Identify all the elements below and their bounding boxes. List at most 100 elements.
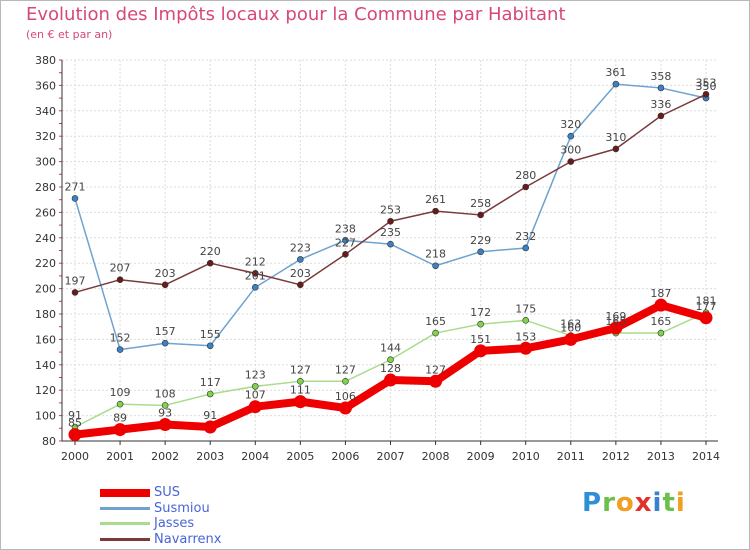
data-label: 212 bbox=[245, 255, 266, 268]
data-label: 155 bbox=[200, 328, 221, 341]
y-tick-label: 100 bbox=[35, 410, 56, 423]
data-point bbox=[71, 289, 79, 296]
data-label: 207 bbox=[110, 262, 131, 275]
logo-letter: r bbox=[602, 488, 616, 518]
x-tick-label: 2001 bbox=[106, 450, 134, 463]
chart-subtitle: (en € et par an) bbox=[26, 28, 113, 41]
data-point bbox=[116, 400, 124, 408]
y-tick-label: 340 bbox=[35, 105, 56, 118]
legend-item-navarrenx: Navarrenx bbox=[100, 532, 300, 548]
data-point bbox=[206, 259, 214, 267]
data-label: 300 bbox=[560, 144, 581, 157]
data-point bbox=[612, 80, 620, 88]
legend: SUS Susmiou Jasses Navarrenx bbox=[100, 485, 300, 547]
data-point bbox=[342, 237, 349, 244]
y-tick-label: 180 bbox=[35, 308, 56, 321]
data-labels-layer: 85 89 93 91 107 111 106 128 127 151 153 160 169 187 17… bbox=[65, 66, 717, 430]
series-navarrenx bbox=[71, 90, 710, 296]
data-label: 153 bbox=[515, 330, 536, 343]
legend-swatch bbox=[100, 489, 150, 497]
y-tick-label: 140 bbox=[35, 359, 56, 372]
data-label: 203 bbox=[155, 267, 176, 280]
series-susmiou bbox=[71, 80, 710, 353]
x-tick-label: 2003 bbox=[196, 450, 224, 463]
data-label: 165 bbox=[425, 315, 446, 328]
y-tick-label: 200 bbox=[35, 283, 56, 296]
legend-label: Jasses bbox=[154, 516, 195, 531]
legend-swatch bbox=[100, 506, 150, 510]
data-point bbox=[432, 329, 439, 337]
legend-label: Navarrenx bbox=[154, 531, 222, 547]
data-label: 175 bbox=[515, 302, 536, 315]
data-label: 280 bbox=[515, 169, 536, 182]
data-label: 258 bbox=[470, 197, 491, 210]
data-label: 310 bbox=[605, 131, 626, 144]
series-layer bbox=[68, 80, 713, 442]
data-point bbox=[251, 270, 259, 277]
data-label: 107 bbox=[245, 389, 266, 402]
legend-label: Susmiou bbox=[154, 500, 210, 516]
data-point bbox=[477, 211, 484, 219]
data-label: 117 bbox=[200, 376, 221, 389]
data-point bbox=[657, 329, 665, 337]
legend-item-jasses: Jasses bbox=[100, 516, 300, 532]
data-label: 151 bbox=[470, 333, 491, 346]
data-label: 111 bbox=[290, 384, 311, 397]
data-label: 127 bbox=[425, 363, 446, 376]
data-point bbox=[116, 346, 124, 353]
data-label: 106 bbox=[335, 390, 356, 403]
x-tick-label: 2009 bbox=[467, 450, 495, 463]
data-label: 220 bbox=[200, 245, 221, 258]
legend-item-susmiou: Susmiou bbox=[100, 501, 300, 517]
data-label: 152 bbox=[110, 332, 131, 345]
data-label: 223 bbox=[290, 241, 311, 254]
legend-item-sus: SUS bbox=[100, 485, 300, 501]
data-label: 353 bbox=[696, 76, 717, 89]
data-point bbox=[522, 317, 530, 324]
data-point bbox=[609, 321, 623, 335]
proxiti-logo: Proxiti bbox=[582, 488, 686, 518]
data-label: 157 bbox=[155, 325, 176, 338]
data-label: 85 bbox=[68, 417, 82, 430]
data-point bbox=[657, 84, 665, 92]
x-tick-label: 2014 bbox=[692, 450, 720, 463]
data-label: 320 bbox=[560, 118, 581, 131]
data-label: 89 bbox=[113, 412, 127, 425]
data-point bbox=[203, 420, 217, 434]
data-point bbox=[519, 341, 533, 355]
data-label: 91 bbox=[68, 409, 82, 422]
series-sus bbox=[68, 298, 713, 442]
x-tick-label: 2010 bbox=[512, 450, 540, 463]
legend-label: SUS bbox=[154, 485, 181, 500]
data-point bbox=[293, 395, 307, 409]
data-point bbox=[342, 251, 349, 258]
y-tick-label: 160 bbox=[35, 333, 56, 346]
data-label: 163 bbox=[560, 318, 581, 331]
y-tick-label: 260 bbox=[35, 206, 56, 219]
x-tick-label: 2000 bbox=[61, 450, 89, 463]
y-tick-label: 300 bbox=[35, 156, 56, 169]
data-label: 235 bbox=[380, 226, 401, 239]
y-tick-label: 380 bbox=[35, 54, 56, 67]
data-point bbox=[161, 402, 169, 409]
data-point bbox=[429, 374, 443, 388]
data-point bbox=[699, 311, 713, 325]
data-point bbox=[206, 342, 214, 350]
data-point bbox=[297, 256, 304, 263]
data-point bbox=[702, 90, 710, 98]
data-label: 165 bbox=[650, 315, 671, 328]
data-label: 169 bbox=[605, 310, 626, 323]
data-label: 361 bbox=[605, 66, 626, 79]
data-label: 197 bbox=[65, 274, 86, 287]
data-point bbox=[68, 428, 82, 442]
data-label: 358 bbox=[650, 70, 671, 83]
data-label: 181 bbox=[696, 295, 717, 308]
x-tick-label: 2002 bbox=[151, 450, 179, 463]
x-tick-label: 2012 bbox=[602, 450, 630, 463]
data-point bbox=[522, 183, 530, 191]
data-label: 127 bbox=[335, 363, 356, 376]
data-label: 203 bbox=[290, 267, 311, 280]
data-label: 108 bbox=[155, 387, 176, 400]
data-point bbox=[387, 217, 394, 225]
